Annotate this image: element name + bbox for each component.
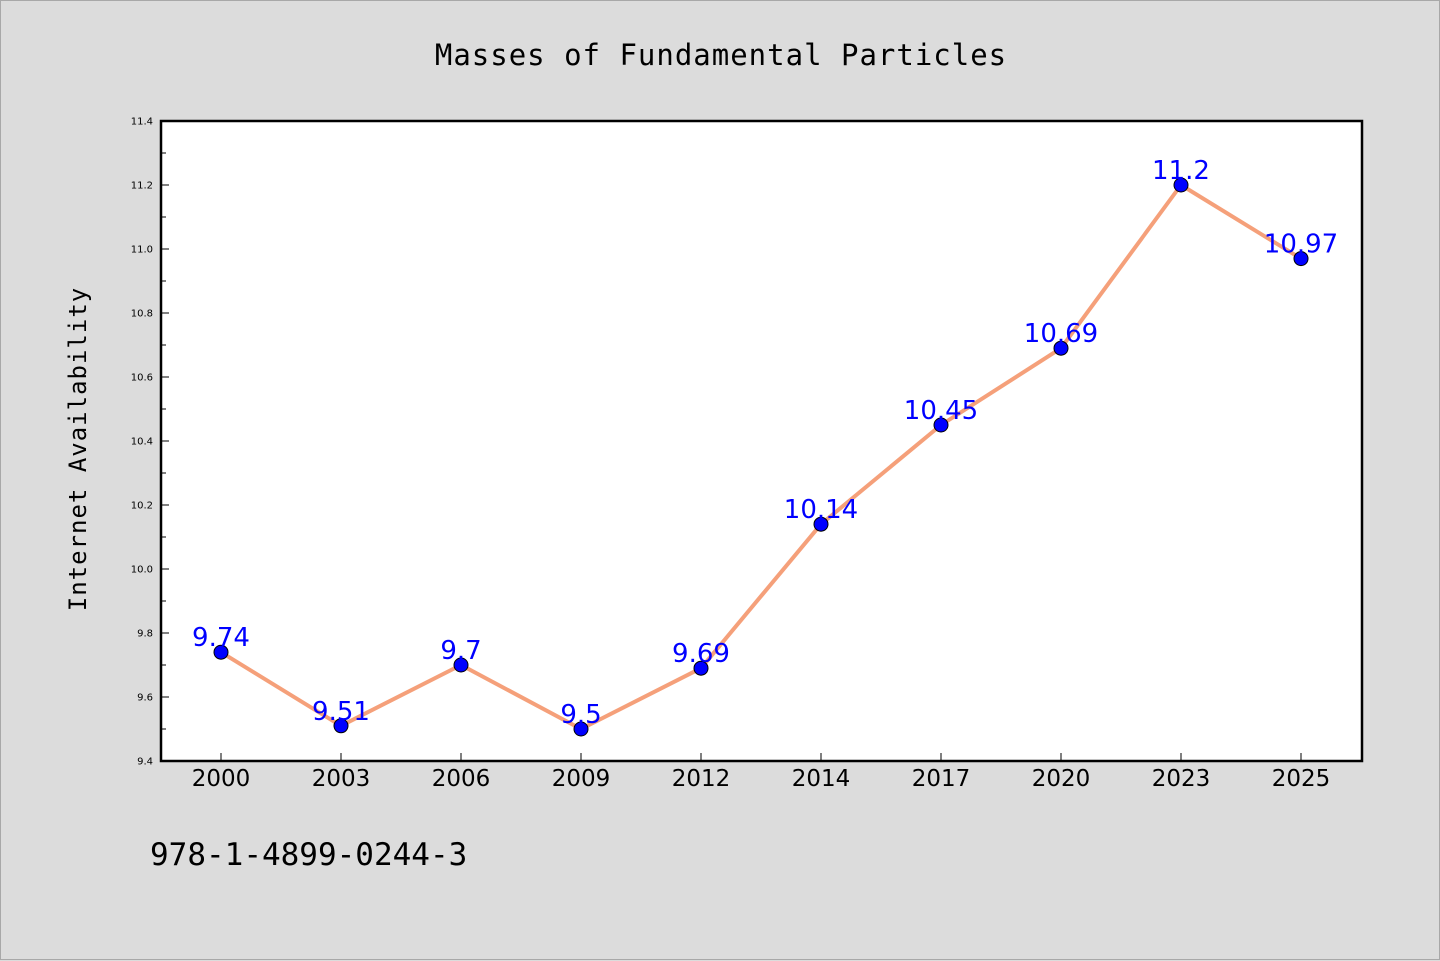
y-axis: 9.4 9.6 9.8 10.0 10.2 10.4 10.6 10.8 11.0 11.2 11.… [131,117,169,768]
y-tick-label: 9.4 [137,757,153,768]
x-tick-label: 2014 [792,766,851,792]
data-label: 9.69 [672,639,730,669]
data-label: 9.74 [192,623,250,653]
footer-code: 978-1-4899-0244-3 [150,837,467,873]
data-label: 10.69 [1024,319,1098,349]
data-label: 10.97 [1264,230,1338,260]
data-point [213,644,229,660]
data-point [1173,177,1189,193]
x-tick-label: 2006 [432,766,491,792]
x-tick-label: 2017 [912,766,971,792]
y-tick-label: 11.2 [131,181,153,192]
y-tick-label: 9.6 [137,693,153,704]
data-label: 9.5 [560,700,601,730]
y-tick-label: 10.8 [131,309,153,320]
x-tick-label: 2023 [1152,766,1211,792]
data-label: 11.2 [1152,156,1210,186]
data-point [573,721,589,737]
x-tick-label: 2000 [192,766,251,792]
y-tick-label: 10.4 [131,437,153,448]
y-tick-label: 11.4 [131,117,153,128]
plot-area [159,119,1364,763]
data-point [333,718,349,734]
data-point [1293,251,1309,267]
series-layer [213,177,1309,737]
series-line [219,183,1303,731]
data-point [453,657,469,673]
x-tick-label: 2020 [1032,766,1091,792]
x-axis: 2000 2003 2006 2009 2012 2014 2017 2020 2023 2025 [192,753,1331,792]
y-tick-label: 10.2 [131,501,153,512]
data-point [693,660,709,676]
data-point [1053,340,1069,356]
y-tick-label: 10.6 [131,373,153,384]
data-point [813,516,829,532]
data-label: 9.7 [440,636,481,666]
data-label: 10.45 [904,396,978,426]
x-tick-label: 2025 [1272,766,1331,792]
y-tick-label: 11.0 [131,245,153,256]
data-label: 10.14 [784,495,858,525]
data-label: 9.51 [312,697,370,727]
y-tick-label: 10.0 [131,565,153,576]
x-tick-label: 2003 [312,766,371,792]
y-axis-label: Internet Availability [64,287,92,611]
data-label-layer: 9.74 9.51 9.7 9.5 9.69 10.14 10.45 10.69 11.2 10.… [192,156,1338,730]
chart-title: Masses of Fundamental Particles [435,38,1007,72]
x-tick-label: 2012 [672,766,731,792]
y-tick-label: 9.8 [137,629,153,640]
data-point [933,417,949,433]
x-tick-label: 2009 [552,766,611,792]
